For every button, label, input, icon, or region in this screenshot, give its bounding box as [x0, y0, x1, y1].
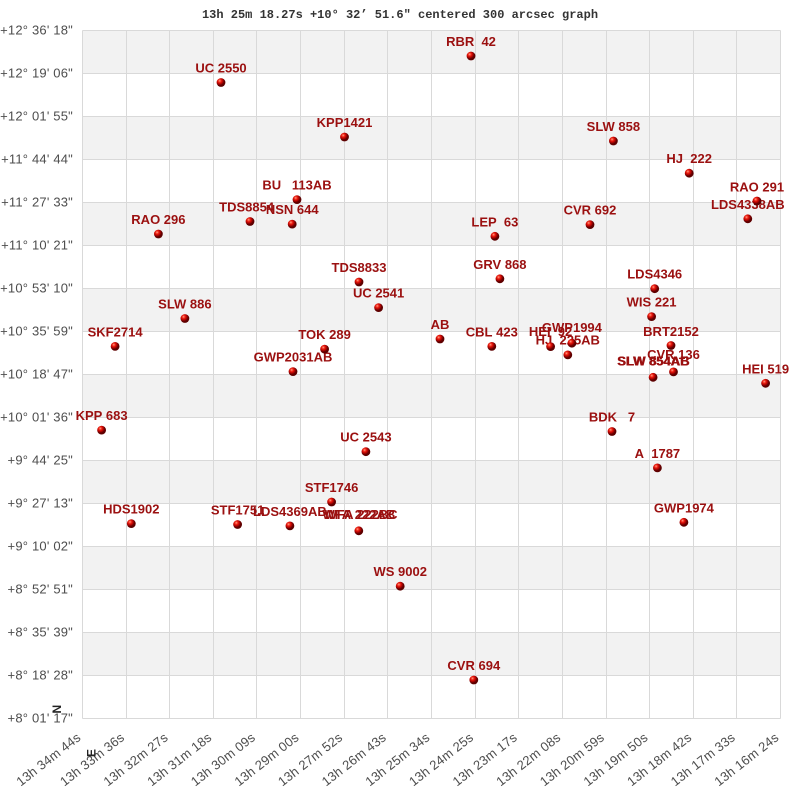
- svg-text:TOK 289: TOK 289: [298, 327, 351, 342]
- svg-text:SLW 854AB: SLW 854AB: [618, 354, 690, 369]
- svg-text:WFA 222BC: WFA 222BC: [325, 507, 399, 522]
- svg-text:CVR 692: CVR 692: [564, 203, 617, 218]
- svg-text:WFA 222AB: WFA 222AB: [322, 507, 395, 522]
- svg-text:+10° 18' 47": +10° 18' 47": [0, 366, 73, 381]
- svg-text:+10° 01' 36": +10° 01' 36": [0, 409, 73, 424]
- svg-text:LDS4346: LDS4346: [627, 267, 682, 282]
- svg-text:UC 2541: UC 2541: [353, 286, 404, 301]
- svg-text:TDS8833: TDS8833: [332, 260, 387, 275]
- svg-text:NSN 644: NSN 644: [266, 202, 320, 217]
- svg-text:TDS8854: TDS8854: [219, 200, 275, 215]
- svg-text:UC 2543: UC 2543: [340, 430, 391, 445]
- svg-text:BDK 7: BDK 7: [589, 410, 635, 425]
- svg-text:+9° 27' 13": +9° 27' 13": [8, 495, 74, 510]
- svg-text:+10° 35' 59": +10° 35' 59": [0, 323, 73, 338]
- svg-text:E: E: [85, 749, 99, 757]
- svg-text:+10° 53' 10": +10° 53' 10": [0, 280, 73, 295]
- svg-text:HJ 222: HJ 222: [666, 151, 712, 166]
- svg-text:+12° 36' 18": +12° 36' 18": [0, 22, 73, 37]
- svg-text:RAO 291: RAO 291: [730, 179, 784, 194]
- svg-text:LEP 63: LEP 63: [471, 214, 518, 229]
- svg-text:+8° 18' 28": +8° 18' 28": [8, 667, 74, 682]
- svg-text:+11° 44' 44": +11° 44' 44": [1, 151, 73, 166]
- svg-text:+9° 10' 02": +9° 10' 02": [8, 538, 74, 553]
- svg-text:HJ 225AB: HJ 225AB: [536, 332, 600, 347]
- svg-text:+9° 44' 25": +9° 44' 25": [8, 452, 74, 467]
- svg-text:HDS1902: HDS1902: [103, 502, 159, 517]
- svg-text:GRV 868: GRV 868: [473, 257, 526, 272]
- svg-text:CBL 423: CBL 423: [466, 324, 518, 339]
- svg-text:SLW 854AB: SLW 854AB: [617, 354, 689, 369]
- svg-text:GWP1974: GWP1974: [654, 500, 715, 515]
- svg-text:WS 9002: WS 9002: [373, 564, 426, 579]
- svg-text:BRT2152: BRT2152: [643, 324, 699, 339]
- svg-text:WIS 221: WIS 221: [627, 295, 677, 310]
- svg-text:UC 2550: UC 2550: [195, 61, 246, 76]
- svg-text:+8° 01' 17": +8° 01' 17": [8, 710, 74, 725]
- svg-text:CVR 694: CVR 694: [447, 658, 501, 673]
- svg-text:+8° 52' 51": +8° 52' 51": [8, 581, 74, 596]
- svg-text:LDS4338AB: LDS4338AB: [711, 197, 785, 212]
- svg-text:SLW 858: SLW 858: [587, 119, 640, 134]
- svg-text:N: N: [50, 705, 64, 714]
- svg-text:RAO 296: RAO 296: [131, 212, 185, 227]
- svg-text:LDS4369AB: LDS4369AB: [253, 504, 327, 519]
- svg-text:13h 25m 18.27s +10° 32’ 51.6": 13h 25m 18.27s +10° 32’ 51.6" centered 3…: [202, 8, 598, 22]
- svg-text:GWP2031AB: GWP2031AB: [254, 350, 333, 365]
- svg-text:KPP 683: KPP 683: [76, 408, 128, 423]
- svg-text:+12° 01' 55": +12° 01' 55": [0, 108, 73, 123]
- svg-text:+11° 27' 33": +11° 27' 33": [1, 194, 73, 209]
- svg-text:+11° 10' 21": +11° 10' 21": [1, 237, 73, 252]
- svg-text:AB: AB: [431, 317, 450, 332]
- svg-text:+8° 35' 39": +8° 35' 39": [8, 624, 74, 639]
- svg-text:SKF2714: SKF2714: [88, 324, 144, 339]
- svg-text:+12° 19' 06": +12° 19' 06": [0, 65, 73, 80]
- svg-text:SLW 886: SLW 886: [158, 297, 211, 312]
- svg-text:STF1751: STF1751: [211, 503, 264, 518]
- svg-text:CVR 136: CVR 136: [647, 347, 700, 362]
- svg-text:KPP1421: KPP1421: [317, 115, 373, 130]
- svg-text:STF1746: STF1746: [305, 480, 358, 495]
- svg-text:A 1787: A 1787: [635, 446, 681, 461]
- svg-text:HEI 519: HEI 519: [742, 361, 789, 376]
- svg-text:BU 113AB: BU 113AB: [262, 178, 331, 193]
- svg-text:GWP1994: GWP1994: [542, 320, 603, 335]
- svg-text:RBR 42: RBR 42: [446, 34, 496, 49]
- svg-text:HEI 92: HEI 92: [529, 324, 572, 339]
